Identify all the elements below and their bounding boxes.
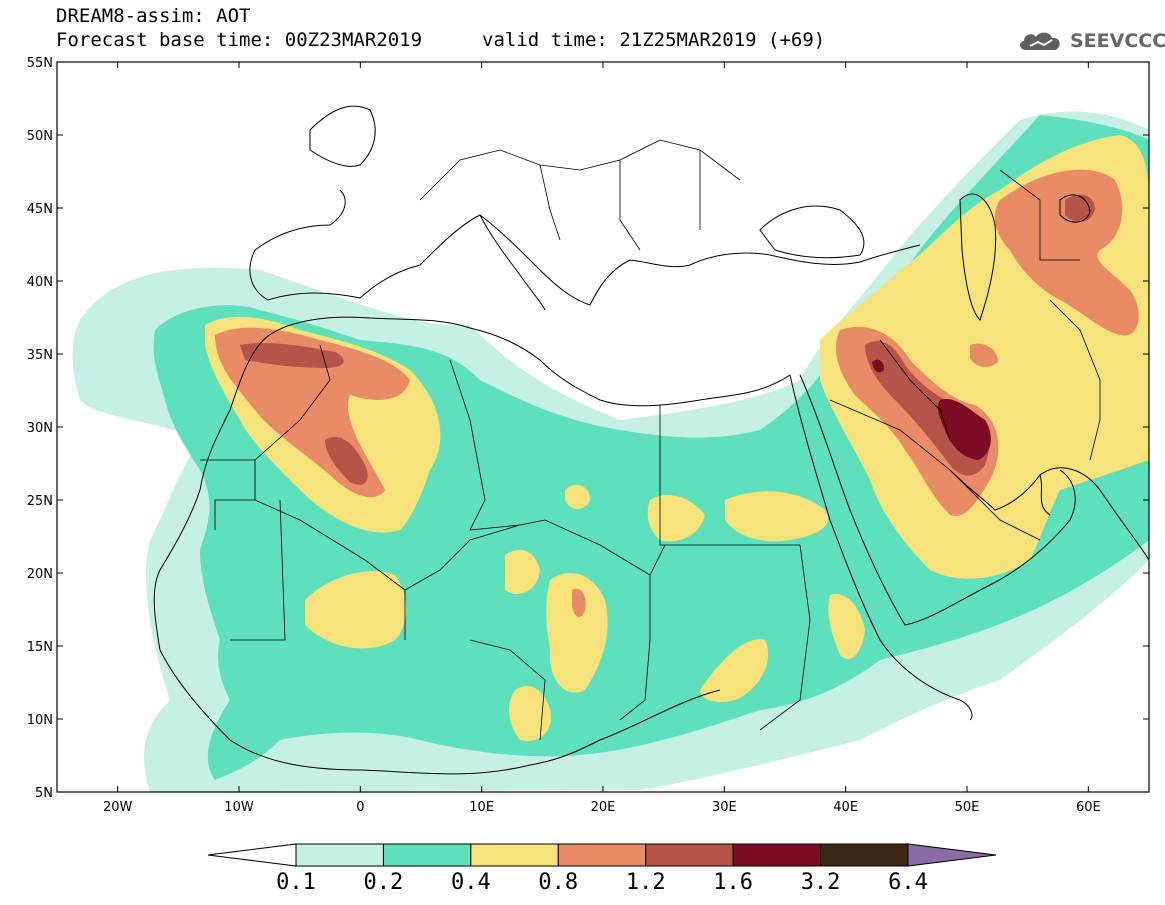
colorbar-level-label: 1.6 <box>713 870 754 895</box>
aot-band-1.6-iraq <box>937 399 991 460</box>
seevccc-logo: SEEVCCC <box>1016 28 1165 54</box>
aot-band-0.4-chad <box>546 572 608 693</box>
border-niger <box>404 519 651 640</box>
colorbar-box <box>732 843 822 867</box>
borders <box>200 139 1101 741</box>
aot-band-1.2-caspian <box>1065 194 1095 222</box>
lat-tick-label: 55N <box>27 56 53 71</box>
lon-tick-label: 50E <box>955 800 980 815</box>
aot-band-0.4-ethiopia <box>828 594 865 659</box>
aot-band-0.4-niger <box>505 550 540 594</box>
lon-tick-label: 20E <box>591 800 616 815</box>
colorbar-arrow-high <box>907 843 997 867</box>
colorbar-box <box>645 843 734 867</box>
aot-band-0.4-egypt <box>725 491 829 542</box>
colorbar-level-label: 0.2 <box>363 870 404 895</box>
lon-tick-label: 60E <box>1076 800 1101 815</box>
coast-iberia <box>249 189 346 301</box>
coast-uk <box>309 105 376 167</box>
aot-band-1.6-iraq-north <box>872 359 885 373</box>
coast-red-sea-east <box>799 374 1076 626</box>
lat-tick-label: 5N <box>35 786 53 801</box>
lon-tick-label: 0 <box>356 800 364 815</box>
map-title: DREAM8-assim: AOT <box>56 5 251 27</box>
colorbar-box <box>470 843 559 867</box>
colorbar-level-label: 3.2 <box>800 870 841 895</box>
border-europe-1 <box>419 139 741 201</box>
border-libya-egypt <box>659 405 800 546</box>
colorbar-level-label: 6.4 <box>888 870 928 895</box>
aot-field <box>72 111 1149 792</box>
lat-tick-label: 40N <box>27 275 53 290</box>
border-iraq-iran <box>879 339 951 441</box>
lat-tick-label: 50N <box>27 129 53 144</box>
lat-tick-label: 30N <box>27 421 53 436</box>
lon-tick-label: 40E <box>833 800 858 815</box>
aot-band-1.2-algeria <box>325 436 368 485</box>
base-time-label: Forecast base time: 00Z23MAR2019 <box>56 29 423 51</box>
border-chad-sudan <box>619 544 666 721</box>
colorbar-level-label: 1.2 <box>625 870 666 895</box>
time-info: Forecast base time: 00Z23MAR2019 valid ti… <box>56 30 825 50</box>
coast-europe-south <box>267 214 921 306</box>
border-morocco-algeria <box>254 344 331 461</box>
lat-tick-label: 35N <box>27 348 53 363</box>
valid-time-label: valid time: 21Z25MAR2019 (+69) <box>482 29 826 51</box>
lon-tick-label: 30E <box>712 800 737 815</box>
border-sudan <box>759 544 811 731</box>
aot-band-0.4-sudan <box>700 639 769 702</box>
border-kazakh <box>999 169 1080 261</box>
coast-red-sea-west <box>789 374 973 721</box>
border-nigeria <box>469 639 546 741</box>
lon-ticks: 20W 10W 0 10E 20E 30E 40E 50E 60E <box>103 62 1101 815</box>
colorbar-level-label: 0.1 <box>276 870 316 895</box>
border-algeria-libya <box>449 359 521 531</box>
aot-band-0.4-sahel-west <box>305 571 407 649</box>
lat-tick-label: 25N <box>27 494 53 509</box>
lat-tick-label: 10N <box>27 713 53 728</box>
lat-tick-label: 15N <box>27 640 53 655</box>
lon-tick-label: 10W <box>224 800 254 815</box>
coast-blacksea <box>759 205 865 259</box>
aot-band-0.8-chad <box>572 588 586 617</box>
logo-text: SEEVCCC <box>1070 30 1165 52</box>
coast-gulf <box>949 469 1051 516</box>
border-mauritania <box>254 499 406 640</box>
cloud-icon <box>1020 32 1060 50</box>
coast-italy <box>479 214 546 311</box>
border-iran-east <box>1049 299 1101 461</box>
coast-arabia <box>1039 467 1149 561</box>
lon-tick-label: 10E <box>469 800 494 815</box>
lon-tick-label: 20W <box>103 800 133 815</box>
colorbar-level-label: 0.4 <box>450 870 491 895</box>
aot-band-0.8-iran <box>970 343 998 367</box>
border-saudi <box>829 399 1041 541</box>
colorbar <box>207 843 997 867</box>
border-mali <box>230 499 286 641</box>
colorbar-box <box>557 843 647 867</box>
aot-band-0.4-libya <box>647 495 705 542</box>
lat-tick-label: 20N <box>27 567 53 582</box>
lat-tick-label: 45N <box>27 202 53 217</box>
aot-band-0.4-sahara-blob <box>565 484 590 509</box>
colorbar-level-label: 0.8 <box>538 870 579 895</box>
colorbar-arrow-low <box>207 843 297 867</box>
coast-caspian <box>959 193 997 321</box>
aot-band-0.8-morocco <box>215 327 410 498</box>
colorbar-box <box>382 843 472 867</box>
coast-africa-north <box>267 316 791 407</box>
aot-band-0.8-kazakh <box>994 169 1139 336</box>
aot-band-1.2-morocco <box>240 342 344 368</box>
colorbar-box <box>820 843 909 867</box>
aot-band-0.4-nigeria <box>508 686 551 741</box>
colorbar-box <box>295 843 384 867</box>
border-europe-2 <box>539 150 701 251</box>
coast-aral <box>1059 194 1091 223</box>
lat-ticks: 5N 10N 15N 20N 25N 30N 35N 40N 45N 50N 55N <box>27 56 1149 801</box>
